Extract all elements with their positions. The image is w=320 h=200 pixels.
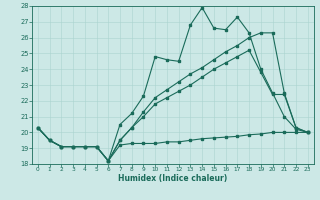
X-axis label: Humidex (Indice chaleur): Humidex (Indice chaleur) — [118, 174, 228, 183]
